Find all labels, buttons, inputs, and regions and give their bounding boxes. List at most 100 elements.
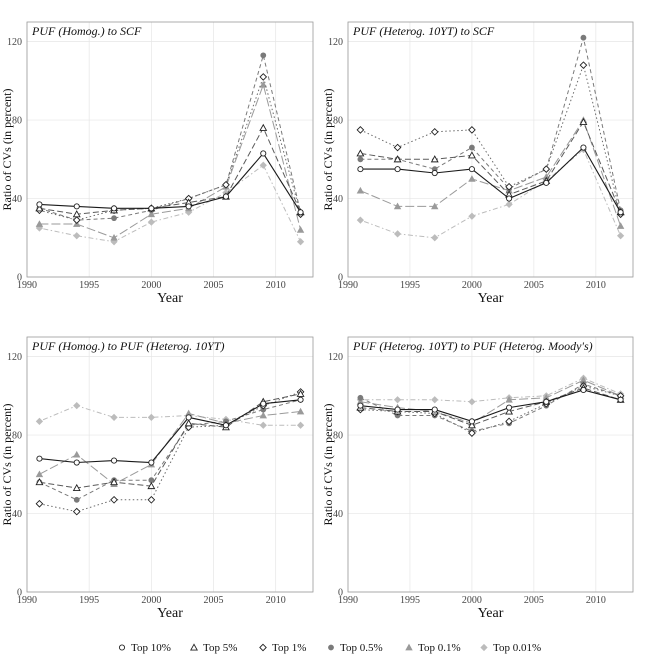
- data-point: [505, 395, 513, 403]
- chart-title: PUF (Homog.) to PUF (Heterog. 10YT): [31, 339, 225, 353]
- y-tick-label: 120: [7, 37, 22, 48]
- legend-marker: [190, 643, 198, 651]
- x-tick-label: 1995: [79, 595, 99, 606]
- legend-label: Top 0.1%: [418, 642, 461, 654]
- data-point: [35, 204, 44, 212]
- series-line: [360, 118, 622, 227]
- y-tick-label: 0: [17, 273, 22, 284]
- y-tick-label: 40: [12, 509, 22, 520]
- chart-panel: 0 40 80 120 1990 1995 2000 2005 2010 Year Ratio of…: [321, 21, 634, 306]
- legend-item: Top 0.01%: [480, 642, 541, 654]
- chart-title: PUF (Homog.) to SCF: [31, 24, 142, 38]
- data-point: [357, 156, 364, 163]
- data-point: [259, 161, 267, 169]
- series-line: [39, 83, 302, 239]
- data-point: [110, 495, 118, 504]
- data-point: [72, 216, 81, 224]
- data-point: [468, 418, 475, 425]
- data-point: [506, 195, 513, 202]
- y-tick-label: 40: [12, 194, 22, 205]
- y-axis-label: Ratio of CVs (in percent): [321, 89, 335, 211]
- chart-panel: 0 40 80 120 1990 1995 2000 2005 2010 Year Ratio of…: [0, 21, 314, 306]
- data-point: [467, 421, 476, 429]
- x-tick-label: 1995: [400, 280, 420, 291]
- legend-marker: [328, 644, 334, 651]
- series-line: [360, 120, 622, 213]
- series-line: [39, 126, 302, 215]
- data-point: [431, 234, 439, 242]
- x-tick-label: 2005: [204, 280, 224, 291]
- data-point: [542, 165, 551, 173]
- data-point: [147, 413, 155, 422]
- x-tick-label: 1990: [17, 595, 37, 606]
- x-tick-label: 2000: [141, 595, 161, 606]
- series-line: [39, 411, 301, 485]
- data-point: [297, 396, 304, 403]
- series-line: [39, 399, 301, 464]
- data-point: [357, 166, 364, 173]
- x-tick-label: 1990: [17, 280, 37, 291]
- x-tick-label: 2010: [266, 280, 286, 291]
- y-tick-label: 80: [12, 431, 22, 442]
- data-point: [72, 483, 81, 492]
- x-tick-label: 2005: [524, 280, 544, 291]
- data-point: [580, 144, 587, 151]
- data-point: [73, 450, 81, 458]
- x-tick-label: 2000: [462, 280, 482, 291]
- y-tick-label: 0: [338, 273, 343, 284]
- y-tick-label: 80: [12, 116, 22, 127]
- data-point: [394, 166, 401, 173]
- data-point: [579, 61, 588, 69]
- data-point: [505, 182, 513, 191]
- data-point: [222, 180, 230, 189]
- plot-frame: [26, 336, 314, 593]
- data-point: [259, 421, 267, 429]
- series-line: [360, 37, 622, 211]
- data-point: [431, 406, 438, 413]
- data-point: [393, 230, 402, 238]
- data-point: [73, 459, 80, 466]
- data-point: [580, 34, 587, 41]
- data-point: [616, 222, 625, 229]
- chart-panel: 0 40 80 120 1990 1995 2000 2005 2010 Year Ratio of…: [0, 336, 314, 621]
- y-axis-label: Ratio of CVs (in percent): [321, 404, 335, 526]
- data-point: [147, 495, 156, 504]
- series-line: [39, 164, 302, 243]
- y-tick-label: 0: [338, 588, 343, 599]
- data-point: [148, 205, 155, 212]
- y-tick-label: 120: [328, 37, 343, 48]
- x-tick-label: 1990: [338, 280, 358, 291]
- chart-title: PUF (Heterog. 10YT) to SCF: [352, 24, 495, 38]
- data-point: [259, 80, 267, 88]
- x-tick-label: 2000: [462, 595, 482, 606]
- data-point: [393, 202, 402, 210]
- y-tick-label: 40: [333, 194, 343, 205]
- chart-panel: 0 40 80 120 1990 1995 2000 2005 2010 Year Ratio of…: [321, 336, 634, 621]
- data-point: [110, 233, 118, 241]
- data-point: [259, 123, 268, 131]
- data-point: [259, 411, 267, 419]
- series-line: [39, 399, 301, 501]
- data-point: [147, 218, 155, 226]
- data-point: [616, 232, 625, 240]
- data-point: [296, 407, 305, 415]
- y-tick-label: 80: [333, 116, 343, 127]
- data-point: [468, 212, 476, 220]
- series-line: [360, 377, 621, 403]
- plot-frame: [26, 21, 314, 278]
- data-point: [296, 238, 305, 246]
- data-point: [580, 386, 587, 394]
- legend-item: Top 0.1%: [405, 642, 461, 654]
- x-tick-label: 1995: [79, 280, 99, 291]
- data-point: [579, 117, 588, 126]
- x-tick-label: 2010: [266, 595, 286, 606]
- y-tick-label: 120: [7, 352, 22, 363]
- legend-marker: [480, 643, 488, 652]
- legend-marker: [118, 644, 126, 651]
- data-point: [430, 155, 439, 163]
- data-point: [430, 128, 439, 136]
- legend-label: Top 0.01%: [493, 642, 541, 654]
- legend-label: Top 10%: [131, 642, 171, 654]
- data-point: [73, 402, 81, 410]
